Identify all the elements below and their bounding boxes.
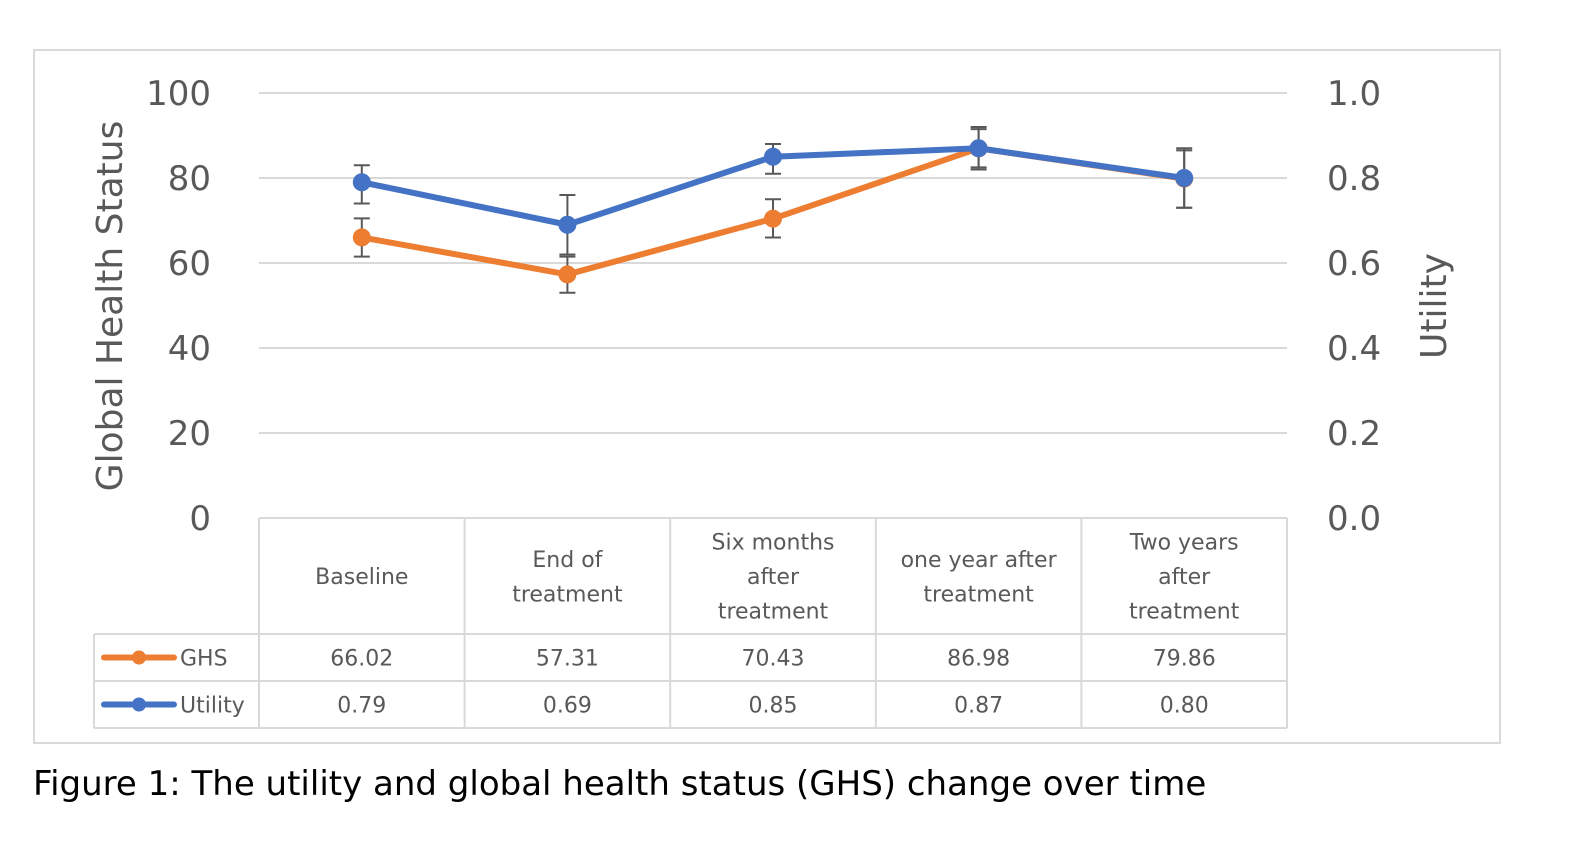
y-axis-title-right: Utility <box>1414 253 1455 359</box>
category-label: Two years after treatment <box>1129 531 1240 625</box>
category-label: Baseline <box>315 565 408 590</box>
category-label: Six months after treatment <box>712 531 835 625</box>
figure-frame <box>33 49 1501 744</box>
y-tick-label-right: 0.6 <box>1327 244 1381 284</box>
table-value: 70.43 <box>742 647 805 672</box>
table-value: 0.80 <box>1160 694 1209 719</box>
y-axis-title-left: Global Health Status <box>90 121 131 492</box>
legend-label: Utility <box>180 694 245 719</box>
table-value: 66.02 <box>330 647 393 672</box>
y-tick-label-right: 1.0 <box>1327 74 1381 114</box>
category-label: one year after treatment <box>901 548 1058 608</box>
data-point <box>558 265 577 284</box>
data-point <box>764 209 782 228</box>
legend-key-marker <box>132 650 146 665</box>
table-value: 79.86 <box>1153 647 1216 672</box>
figure-caption: Figure 1: The utility and global health … <box>33 764 1207 804</box>
data-point <box>764 147 782 166</box>
data-point <box>1175 169 1194 187</box>
y-tick-label-left: 80 <box>168 159 211 199</box>
table-value: 86.98 <box>947 647 1010 672</box>
data-point <box>352 173 371 192</box>
legend-label: GHS <box>180 647 228 672</box>
y-tick-label-left: 0 <box>189 499 211 539</box>
y-tick-label-left: 40 <box>168 329 211 369</box>
y-tick-label-right: 0.0 <box>1327 499 1381 539</box>
y-tick-label-right: 0.4 <box>1327 329 1381 369</box>
table-value: 0.87 <box>954 694 1003 719</box>
y-tick-label-right: 0.8 <box>1327 159 1381 199</box>
category-label: End of treatment <box>512 548 623 608</box>
y-tick-label-left: 100 <box>146 74 211 114</box>
y-tick-label-left: 60 <box>168 244 211 284</box>
table-value: 57.31 <box>536 647 599 672</box>
y-tick-label-left: 20 <box>168 414 211 454</box>
data-point <box>969 139 988 158</box>
table-value: 0.69 <box>543 694 592 719</box>
table-value: 0.85 <box>749 694 798 719</box>
data-point <box>352 228 371 247</box>
data-point <box>558 215 577 234</box>
table-value: 0.79 <box>337 694 386 719</box>
y-tick-label-right: 0.2 <box>1327 414 1381 454</box>
legend-key-marker <box>132 697 146 712</box>
